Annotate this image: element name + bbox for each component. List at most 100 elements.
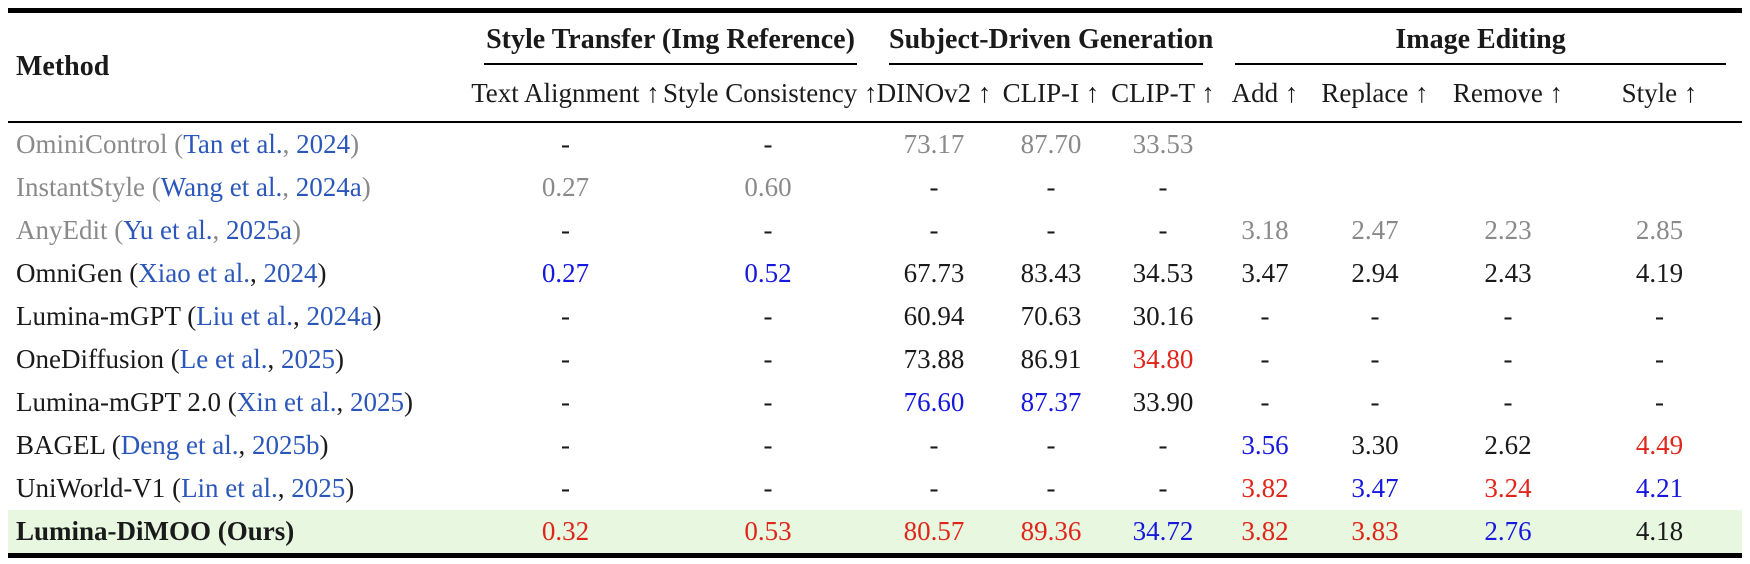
citation-authors-link[interactable]: Le et al. (179, 344, 268, 374)
cell-replace (1311, 166, 1439, 209)
cell-clip-t: - (1158, 215, 1168, 245)
cell-replace (1311, 122, 1439, 166)
method-cell: InstantStyle (Wang et al., 2024a) (8, 166, 468, 209)
cell-style-consistency: - (763, 215, 773, 245)
column-header-row: Text Alignment ↑ Style Consistency ↑ DIN… (8, 65, 1743, 123)
col-header-replace: Replace ↑ (1311, 65, 1439, 123)
method-column-header: Method (8, 10, 468, 123)
citation-year-link[interactable]: 2025b (251, 430, 320, 460)
cell-clip-i: - (1046, 473, 1056, 503)
citation-comma: , (292, 301, 307, 331)
cell-style: 2.85 (1635, 215, 1684, 245)
table-row: InstantStyle (Wang et al., 2024a) 0.27 0.6… (8, 166, 1742, 209)
cell-add: - (1260, 387, 1270, 417)
cell-style: 4.18 (1635, 516, 1684, 546)
citation-authors-link[interactable]: Tan et al. (183, 129, 283, 159)
citation-authors-link[interactable]: Wang et al. (160, 172, 283, 202)
cell-style-consistency: - (763, 301, 773, 331)
method-name: OminiControl (16, 129, 168, 159)
results-table-container: Method Style Transfer (Img Reference) Su… (8, 8, 1743, 558)
cell-style: - (1655, 344, 1665, 374)
cell-dinov2: - (929, 430, 939, 460)
citation-authors-link[interactable]: Xin et al. (236, 387, 337, 417)
cell-text-alignment: 0.32 (541, 516, 590, 546)
cell-clip-t: 33.53 (1132, 129, 1194, 159)
cell-style-consistency: - (763, 344, 773, 374)
citation-year-link[interactable]: 2025a (225, 215, 292, 245)
table-body: OminiControl (Tan et al., 2024) - -73.17 87… (8, 122, 1743, 556)
col-header-dinov2: DINOv2 ↑ (873, 65, 995, 123)
citation-authors-link[interactable]: Liu et al. (196, 301, 293, 331)
citation-comma: , (212, 215, 226, 245)
citation-authors-link[interactable]: Lin et al. (181, 473, 278, 503)
table-row: OneDiffusion (Le et al., 2025) - - 73.88 86.… (8, 338, 1742, 381)
citation-comma: , (282, 129, 297, 159)
method-name: OmniGen (16, 258, 123, 288)
citation-authors-link[interactable]: Deng et al. (120, 430, 239, 460)
cell-text-alignment: - (561, 215, 570, 245)
citation-year-link[interactable]: 2024 (296, 129, 351, 159)
col-header-text-alignment: Text Alignment ↑ (468, 65, 663, 123)
cell-style: 4.21 (1635, 473, 1684, 503)
paren-close: ) (334, 344, 344, 374)
method-cell: Lumina-DiMOO (Ours) (8, 510, 468, 556)
cell-add: 3.56 (1241, 430, 1289, 460)
table-row: Lumina-DiMOO (Ours) 0.32 0.53 80.57 89.36 34.… (8, 510, 1743, 556)
cell-replace: 2.94 (1351, 258, 1399, 288)
citation-authors-link[interactable]: Yu et al. (123, 215, 213, 245)
benchmark-table: Method Style Transfer (Img Reference) Su… (8, 8, 1743, 558)
cell-style-consistency: - (763, 473, 773, 503)
cell-text-alignment: - (561, 344, 570, 374)
cell-dinov2: 60.94 (903, 301, 965, 331)
citation-year-link[interactable]: 2025 (349, 387, 404, 417)
citation-year-link[interactable]: 2024 (263, 258, 318, 288)
cell-clip-i: - (1046, 215, 1056, 245)
table-row: BAGEL (Deng et al., 2025b) - - - - - 3.56 3.30 2… (8, 424, 1742, 467)
cell-add: - (1260, 301, 1270, 331)
citation-year-link[interactable]: 2024a (295, 172, 362, 202)
table-row: UniWorld-V1 (Lin et al., 2025) - - - - - 3.82 3… (8, 467, 1742, 510)
cell-replace: - (1370, 344, 1380, 374)
cell-style-consistency: - (763, 129, 773, 159)
cell-remove: 2.76 (1484, 516, 1532, 546)
method-name: AnyEdit (16, 215, 108, 245)
cell-replace: 2.47 (1351, 215, 1399, 245)
citation-comma: , (277, 473, 292, 503)
cell-replace: - (1370, 387, 1380, 417)
method-cell: OneDiffusion (Le et al., 2025) (8, 338, 468, 381)
group-image-editing: Image Editing (1219, 11, 1742, 65)
table-row: Lumina-mGPT (Liu et al., 2024a) - - 60.94 70… (8, 295, 1742, 338)
cell-remove: 3.24 (1484, 473, 1532, 503)
method-cell: OmniGen (Xiao et al., 2024) (8, 252, 468, 295)
cell-dinov2: - (929, 215, 939, 245)
cell-text-alignment: - (561, 129, 570, 159)
citation-year-link[interactable]: 2024a (306, 301, 373, 331)
citation-authors-link[interactable]: Xiao et al. (138, 258, 250, 288)
col-header-style-consistency: Style Consistency ↑ (663, 65, 878, 123)
cell-clip-t: 33.90 (1132, 387, 1194, 417)
cell-dinov2: - (929, 473, 939, 503)
citation-comma: , (249, 258, 264, 288)
method-name: OneDiffusion (16, 344, 164, 374)
paren-close: ) (361, 172, 371, 202)
cell-style-consistency: 0.52 (744, 258, 792, 288)
method-cell: Lumina-mGPT 2.0 (Xin et al., 2025) (8, 381, 468, 424)
paren-close: ) (317, 258, 327, 288)
citation-year-link[interactable]: 2025 (280, 344, 335, 374)
cell-clip-i: - (1046, 430, 1056, 460)
cell-style: - (1655, 387, 1665, 417)
cell-add: 3.82 (1241, 473, 1289, 503)
cell-clip-i: 70.63 (1020, 301, 1082, 331)
paren-close: ) (350, 129, 360, 159)
group-header-row: Method Style Transfer (Img Reference) Su… (8, 10, 1742, 123)
paren-open: ( (167, 129, 184, 159)
citation-year-link[interactable]: 2025 (291, 473, 346, 503)
cell-clip-t: - (1158, 430, 1168, 460)
cell-dinov2: 80.57 (903, 516, 965, 546)
cell-style (1577, 122, 1742, 166)
cell-clip-t: 30.16 (1132, 301, 1194, 331)
citation-comma: , (238, 430, 252, 460)
cell-text-alignment: - (561, 473, 570, 503)
table-row: Lumina-mGPT 2.0 (Xin et al., 2025) - - 76.6… (8, 381, 1742, 424)
method-cell: UniWorld-V1 (Lin et al., 2025) (8, 467, 468, 510)
